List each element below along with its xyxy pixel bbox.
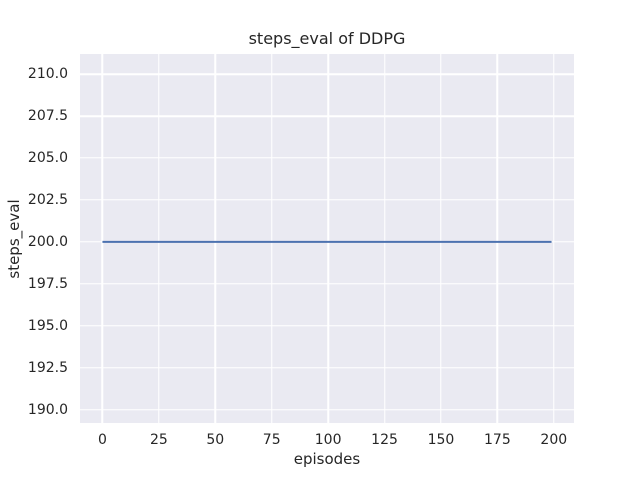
x-tick-label: 0 [97, 432, 107, 448]
x-tick-label: 50 [206, 432, 225, 448]
gridline-vertical [383, 54, 386, 423]
x-tick-label: 150 [427, 432, 455, 448]
y-tick-label: 192.5 [27, 359, 68, 376]
y-tick-label: 202.5 [27, 191, 68, 208]
y-tick-label: 195.0 [27, 317, 68, 334]
chart-title: steps_eval of DDPG [248, 29, 406, 48]
y-tick-label: 200.0 [27, 233, 68, 250]
data-line-layer [80, 54, 574, 423]
x-tick-label: 75 [262, 432, 281, 448]
x-axis-label: episodes [293, 450, 361, 468]
gridline-vertical [553, 54, 555, 423]
y-tick-label: 205.0 [27, 149, 68, 166]
y-tick-label: 197.5 [27, 275, 68, 292]
y-tick-label: 207.5 [27, 108, 68, 125]
gridline-horizontal [80, 199, 574, 201]
gridline-horizontal [80, 157, 574, 159]
y-tick-label: 210.0 [27, 66, 68, 83]
gridline-vertical [101, 54, 104, 423]
x-tick-labels: 0 25 50 75 100 125 150 175 200 [80, 431, 574, 449]
y-tick-label: 190.0 [27, 401, 68, 418]
gridline-horizontal [80, 324, 574, 327]
gridline-horizontal [80, 283, 574, 285]
x-tick-label: 25 [149, 432, 168, 448]
gridline-horizontal [80, 408, 574, 411]
x-tick-label: 100 [314, 432, 342, 448]
gridline-vertical [270, 54, 273, 423]
gridline-vertical [158, 54, 160, 423]
x-tick-label: 200 [540, 432, 568, 448]
plot-area [80, 54, 574, 423]
gridline-vertical [440, 54, 442, 423]
x-tick-label: 125 [371, 432, 398, 448]
gridline-vertical [496, 54, 499, 423]
gridline-horizontal [80, 366, 574, 369]
gridline-vertical [214, 54, 217, 423]
gridline-horizontal [80, 115, 574, 117]
x-tick-label: 175 [484, 432, 511, 448]
y-tick-labels: 190.0 192.5 195.0 197.5 200.0 202.5 205.0 207.5… [0, 54, 68, 423]
gridline-vertical [327, 54, 329, 423]
gridline-horizontal [80, 73, 574, 75]
